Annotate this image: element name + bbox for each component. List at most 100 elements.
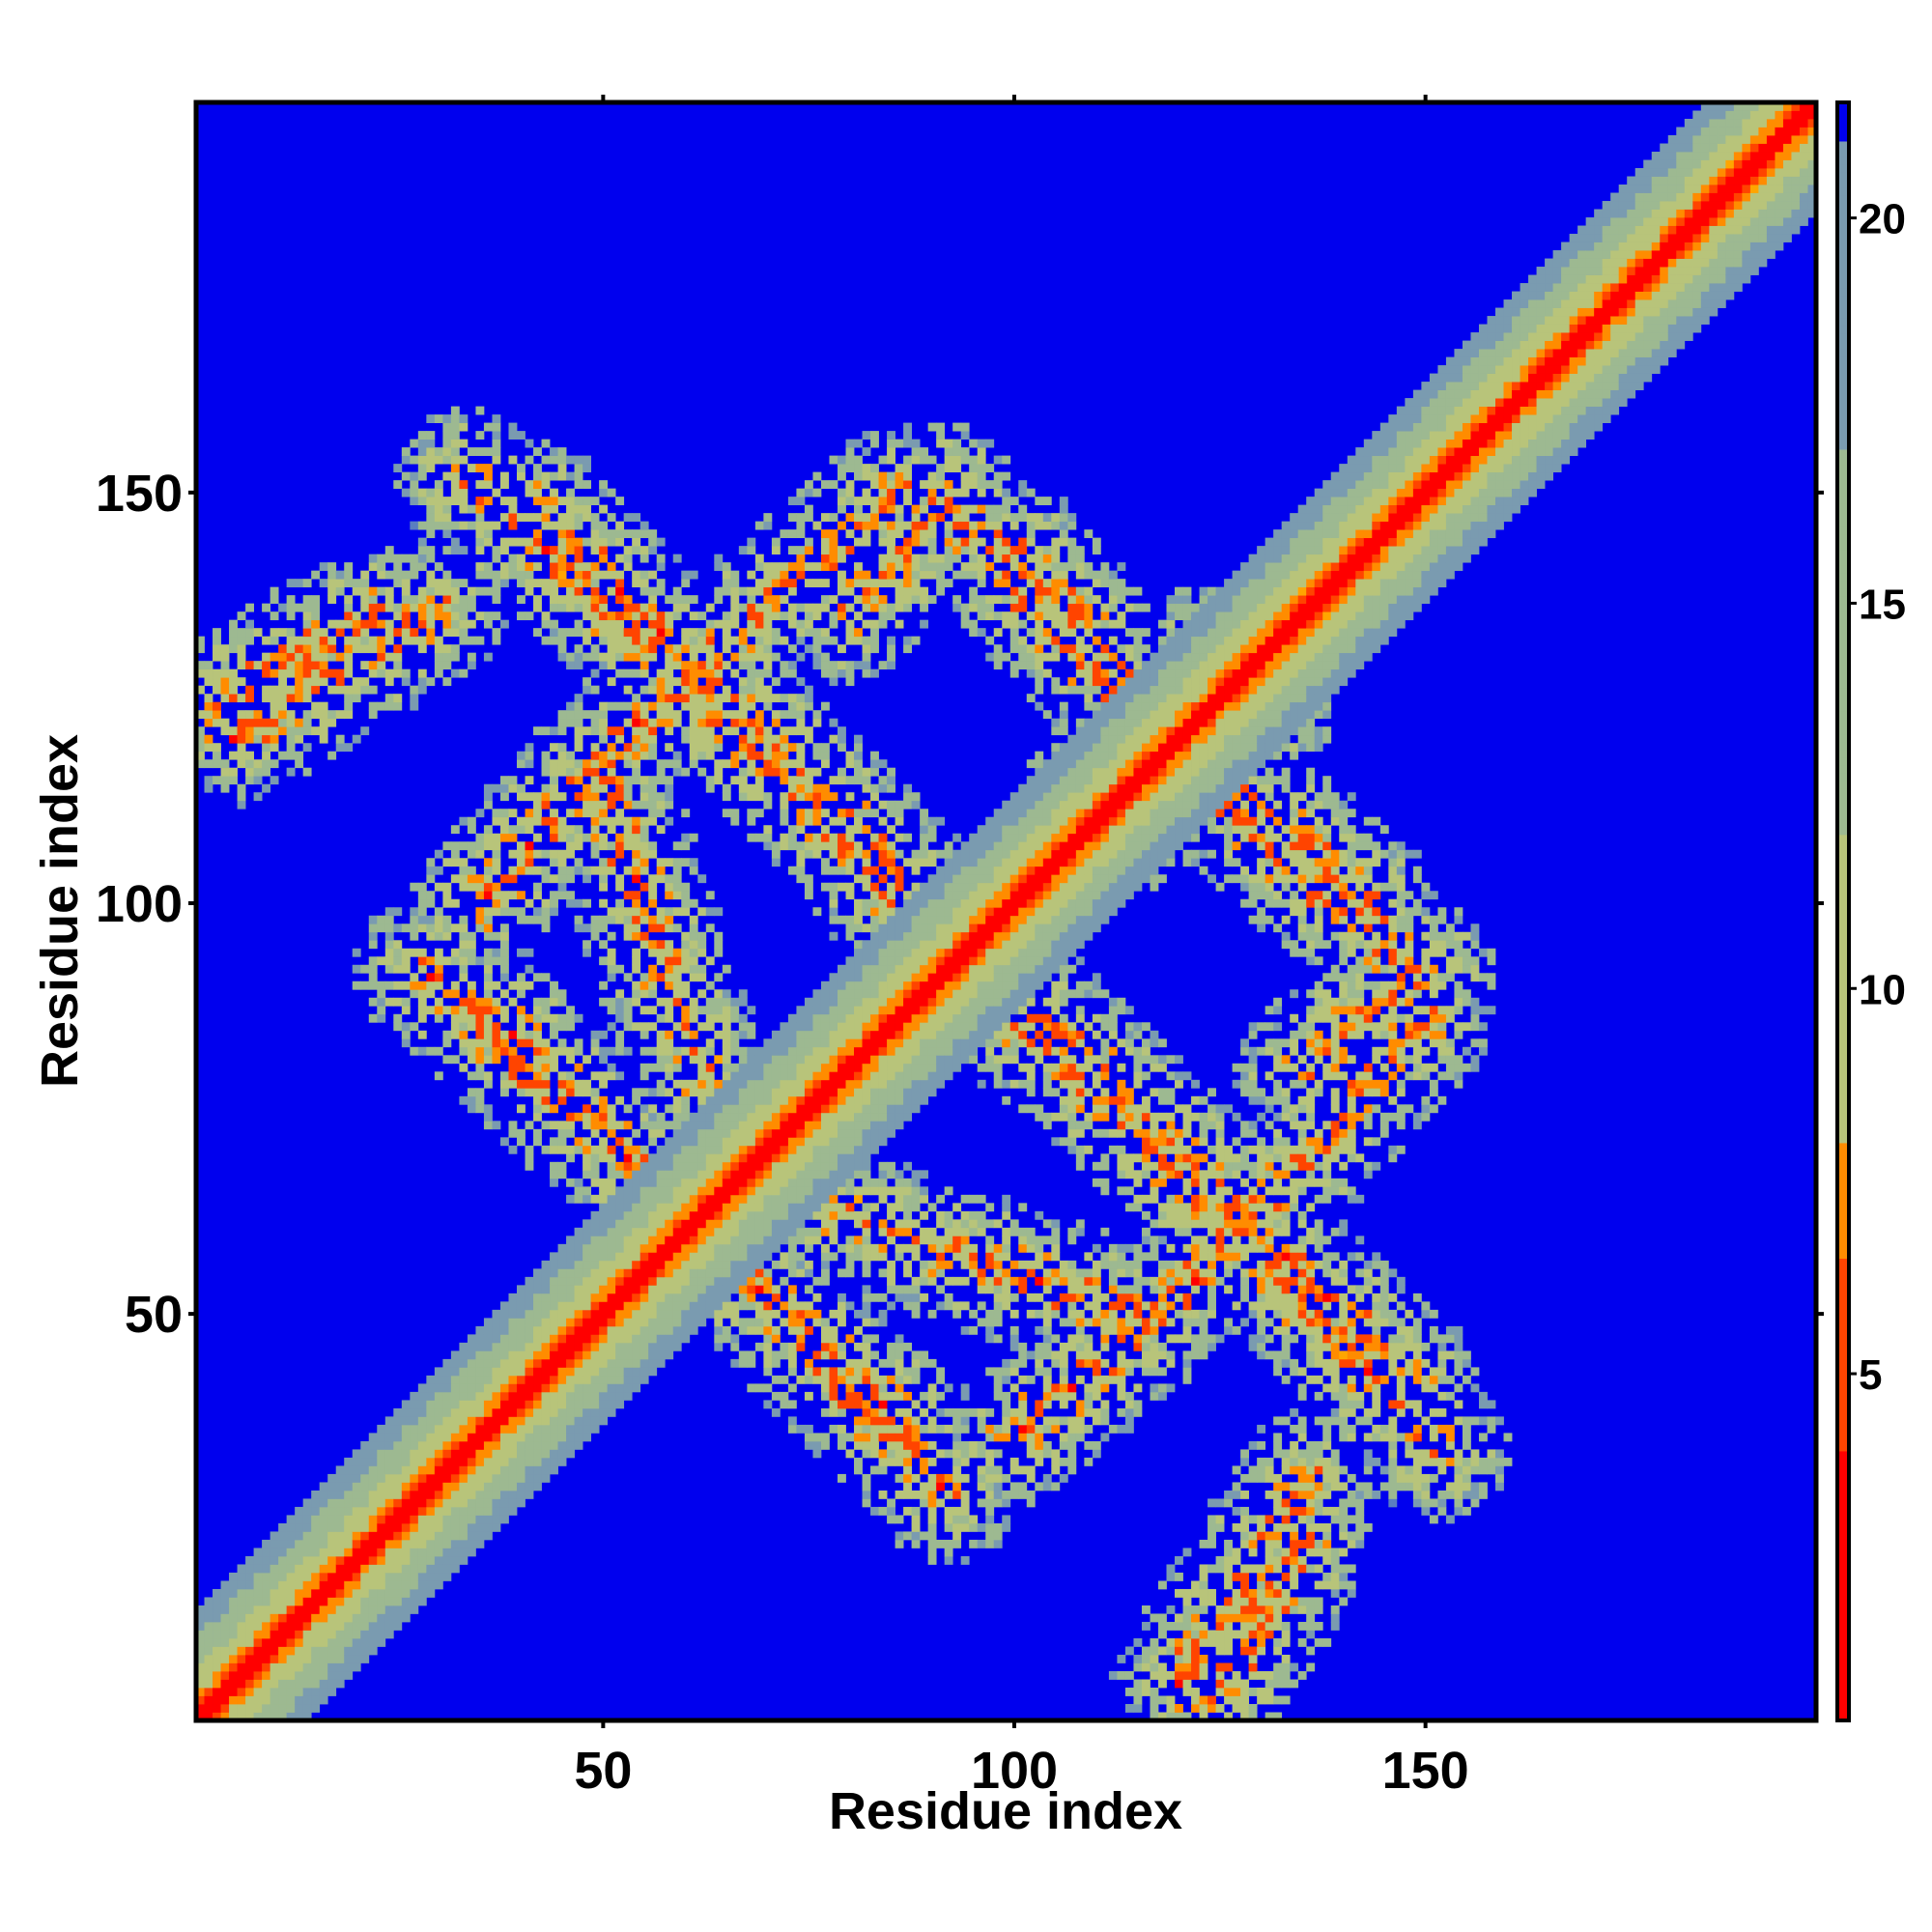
heatmap-cell bbox=[787, 1170, 797, 1179]
heatmap-cell bbox=[763, 513, 773, 523]
heatmap-cell bbox=[689, 1112, 698, 1122]
heatmap-cell bbox=[483, 1498, 493, 1508]
heatmap-cell bbox=[237, 661, 246, 670]
heatmap-cell bbox=[854, 1400, 863, 1409]
heatmap-cell bbox=[393, 1482, 403, 1492]
heatmap-cell bbox=[377, 1539, 386, 1548]
heatmap-cell bbox=[516, 1293, 526, 1302]
heatmap-cell bbox=[278, 1580, 288, 1590]
heatmap-cell bbox=[615, 898, 625, 908]
heatmap-cell bbox=[862, 898, 871, 908]
heatmap-cell bbox=[450, 619, 460, 629]
heatmap-cell bbox=[714, 989, 724, 999]
heatmap-cell bbox=[615, 570, 625, 580]
heatmap-cell bbox=[648, 734, 658, 744]
heatmap-cell bbox=[730, 619, 740, 629]
heatmap-cell bbox=[213, 1597, 221, 1606]
heatmap-cell bbox=[796, 816, 806, 826]
heatmap-cell bbox=[566, 1440, 575, 1450]
heatmap-cell bbox=[854, 1325, 863, 1335]
heatmap-cell bbox=[672, 1236, 682, 1245]
heatmap-cell bbox=[360, 1588, 370, 1598]
heatmap-cell bbox=[837, 1424, 846, 1434]
heatmap-cell bbox=[656, 1145, 666, 1154]
heatmap-cell bbox=[237, 1637, 246, 1647]
heatmap-cell bbox=[665, 1013, 674, 1023]
heatmap-cell bbox=[656, 1260, 666, 1269]
heatmap-cell bbox=[426, 1490, 436, 1499]
heatmap-cell bbox=[639, 1022, 649, 1032]
heatmap-cell bbox=[499, 1465, 509, 1475]
heatmap-cell bbox=[368, 956, 378, 966]
heatmap-cell bbox=[278, 1597, 288, 1606]
heatmap-cell bbox=[837, 1088, 846, 1097]
heatmap-cell bbox=[566, 529, 575, 539]
heatmap-cell bbox=[434, 1482, 443, 1492]
heatmap-cell bbox=[623, 792, 633, 802]
heatmap-cell bbox=[377, 1424, 386, 1434]
heatmap-cell bbox=[787, 694, 797, 703]
heatmap-cell bbox=[829, 1342, 838, 1351]
heatmap-cell bbox=[665, 1252, 674, 1262]
heatmap-cell bbox=[599, 718, 609, 727]
heatmap-cell bbox=[747, 611, 756, 621]
heatmap-cell bbox=[689, 743, 698, 753]
heatmap-cell bbox=[615, 668, 625, 678]
heatmap-cell bbox=[812, 644, 822, 654]
heatmap-cell bbox=[837, 1350, 846, 1360]
heatmap-cell bbox=[410, 1515, 419, 1524]
heatmap-cell bbox=[574, 1178, 583, 1187]
heatmap-cell bbox=[475, 513, 485, 523]
heatmap-cell bbox=[344, 1662, 354, 1672]
heatmap-cell bbox=[854, 1243, 863, 1253]
heatmap-cell bbox=[516, 1128, 526, 1138]
heatmap-cell bbox=[829, 1030, 838, 1039]
heatmap-cell bbox=[360, 1621, 370, 1631]
heatmap-cell bbox=[681, 940, 691, 950]
heatmap-cell bbox=[672, 1153, 682, 1163]
heatmap-cell bbox=[508, 1457, 518, 1466]
heatmap-cell bbox=[311, 710, 321, 720]
heatmap-cell bbox=[599, 537, 609, 547]
heatmap-cell bbox=[533, 1400, 542, 1409]
heatmap-cell bbox=[541, 1350, 551, 1360]
heatmap-cell bbox=[639, 611, 649, 621]
heatmap-cell bbox=[639, 636, 649, 645]
heatmap-cell bbox=[483, 529, 493, 539]
heatmap-cell bbox=[722, 1121, 731, 1130]
heatmap-cell bbox=[697, 734, 707, 744]
heatmap-cell bbox=[475, 447, 485, 457]
heatmap-cell bbox=[722, 1210, 731, 1220]
heatmap-cell bbox=[377, 1580, 386, 1590]
heatmap-cell bbox=[639, 1243, 649, 1253]
heatmap-cell bbox=[730, 1309, 740, 1319]
heatmap-cell bbox=[384, 1621, 394, 1631]
heatmap-cell bbox=[566, 1358, 575, 1368]
heatmap-cell bbox=[525, 964, 534, 974]
heatmap-cell bbox=[722, 989, 731, 999]
heatmap-cell bbox=[648, 973, 658, 982]
heatmap-cell bbox=[533, 792, 542, 802]
heatmap-cell bbox=[574, 1186, 583, 1196]
heatmap-cell bbox=[623, 1375, 633, 1384]
heatmap-cell bbox=[344, 710, 354, 720]
heatmap-cell bbox=[459, 866, 469, 875]
heatmap-cell bbox=[780, 661, 789, 670]
heatmap-cell bbox=[665, 694, 674, 703]
heatmap-cell bbox=[714, 677, 724, 687]
heatmap-cell bbox=[327, 1588, 337, 1598]
heatmap-cell bbox=[417, 521, 427, 530]
heatmap-cell bbox=[854, 1088, 863, 1097]
heatmap-cell bbox=[639, 882, 649, 892]
heatmap-cell bbox=[483, 611, 493, 621]
heatmap-cell bbox=[665, 726, 674, 736]
heatmap-cell bbox=[820, 792, 830, 802]
heatmap-cell bbox=[648, 849, 658, 859]
heatmap-cell bbox=[459, 1555, 469, 1565]
heatmap-cell bbox=[632, 1161, 641, 1171]
heatmap-cell bbox=[582, 1391, 592, 1401]
heatmap-cell bbox=[615, 1268, 625, 1278]
heatmap-cell bbox=[780, 776, 789, 785]
heatmap-cell bbox=[590, 570, 600, 580]
heatmap-cell bbox=[672, 956, 682, 966]
